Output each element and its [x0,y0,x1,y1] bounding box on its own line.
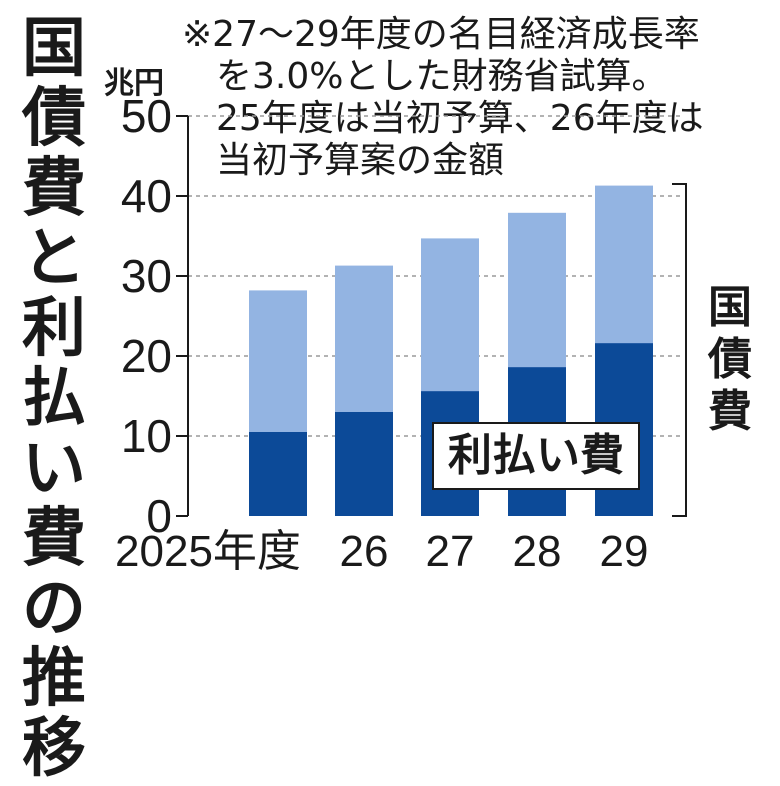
title-char: 移 [22,712,86,786]
x-category-label: 2025年度 [115,527,301,576]
note-line: を3.0%とした財務省試算。 [216,56,668,97]
y-tick-label: 50 [121,90,172,142]
x-category-label: 28 [513,527,562,576]
note-line: ※27〜29年度の名目経済成長率 [182,14,700,55]
title-char: 払 [22,362,86,436]
interest-series-label: 利払い費 [432,422,640,490]
title-char: 費 [22,502,86,576]
note-line: 当初予算案の金額 [216,140,505,181]
bar-chart: 0 10 20 30 40 50 2025年度 26 27 28 29 [115,90,687,576]
y-tick-label: 10 [121,410,172,462]
title-char: 国 [22,12,86,86]
bar-interest [249,432,307,516]
x-category-label: 29 [600,527,649,576]
x-category-label: 26 [340,527,389,576]
title-char: 債 [22,82,86,156]
title-char: と [22,222,86,296]
chart-note: ※27〜29年度の名目経済成長率 を3.0%とした財務省試算。 25年度は当初予算、… [182,14,704,182]
y-tick-label: 30 [121,250,172,302]
y-tick-label: 0 [146,490,172,542]
note-line: 25年度は当初予算、26年度は [216,98,704,139]
y-tick-label: 20 [121,330,172,382]
bracket-label-char: 債 [708,334,752,385]
bar-interest [335,412,393,516]
kokusaihi-bracket-label: 国債費 [700,282,760,438]
kokusaihi-bracket [672,183,687,517]
bracket-label-char: 国 [708,282,752,333]
title-char: 推 [22,642,86,716]
bracket-label-char: 費 [708,386,752,437]
title-char: 利 [22,292,86,366]
y-tick-label: 40 [121,170,172,222]
x-category-label: 27 [426,527,475,576]
unit-label: 兆円 [104,66,164,101]
title-char: 費 [22,152,86,226]
title-char: い [22,432,86,506]
